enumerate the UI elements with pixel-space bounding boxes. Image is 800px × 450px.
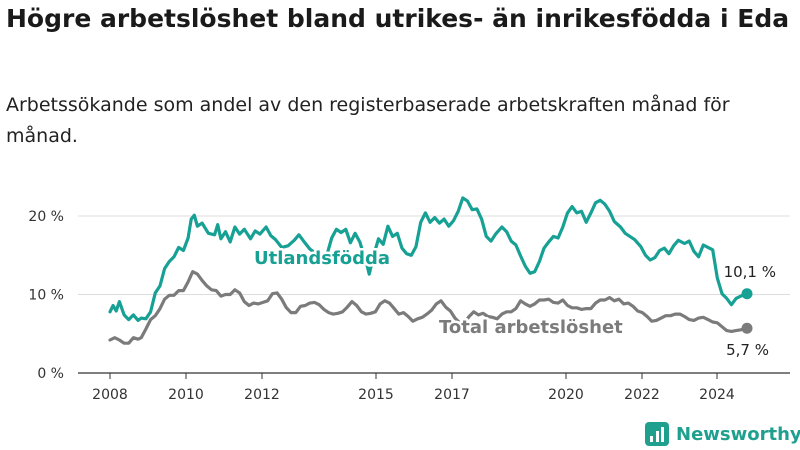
x-tick-label: 2024	[699, 387, 735, 403]
end-point-total	[741, 322, 753, 334]
x-tick-label: 2015	[358, 387, 394, 403]
y-tick-label: 10 %	[28, 288, 64, 304]
x-axis: 0 % 10 % 20 % 2008 2010 2012 2015 2017 2020 2022 2…	[28, 209, 734, 403]
chart-title: Högre arbetslöshet bland utrikes- än inr…	[6, 4, 790, 33]
bar-chart-logo-icon	[645, 422, 669, 446]
x-tick-label: 2017	[434, 387, 470, 403]
end-label-utlandsfodda: 10,1 %	[724, 263, 776, 281]
x-tick-label: 2010	[168, 387, 204, 403]
series-label-halo: Total arbetslöshet	[439, 317, 623, 338]
series-label-halo: Utlandsfödda	[254, 248, 390, 269]
x-tick-label: 2022	[624, 387, 660, 403]
series-lines	[108, 196, 753, 345]
series-line-total	[108, 270, 749, 345]
x-tick-label: 2012	[244, 387, 280, 403]
end-point-utlandsfodda	[741, 288, 753, 300]
series-label-utlandsfodda: Utlandsfödda	[254, 248, 390, 269]
y-tick-label: 0 %	[37, 366, 64, 382]
brand-name: Newsworthy	[676, 423, 800, 445]
series-label-total: Total arbetslöshet	[439, 317, 623, 338]
gridlines	[78, 215, 790, 374]
chart-subtitle: Arbetssökande som andel av den registerb…	[6, 94, 730, 147]
x-tick-label: 2008	[92, 387, 128, 403]
series-line-utlandsfodda	[108, 196, 749, 322]
end-label-total: 5,7 %	[726, 341, 769, 359]
newsworthy-logo: Newsworthy	[645, 420, 800, 448]
x-tick-label: 2020	[548, 387, 584, 403]
y-tick-label: 20 %	[28, 209, 64, 225]
